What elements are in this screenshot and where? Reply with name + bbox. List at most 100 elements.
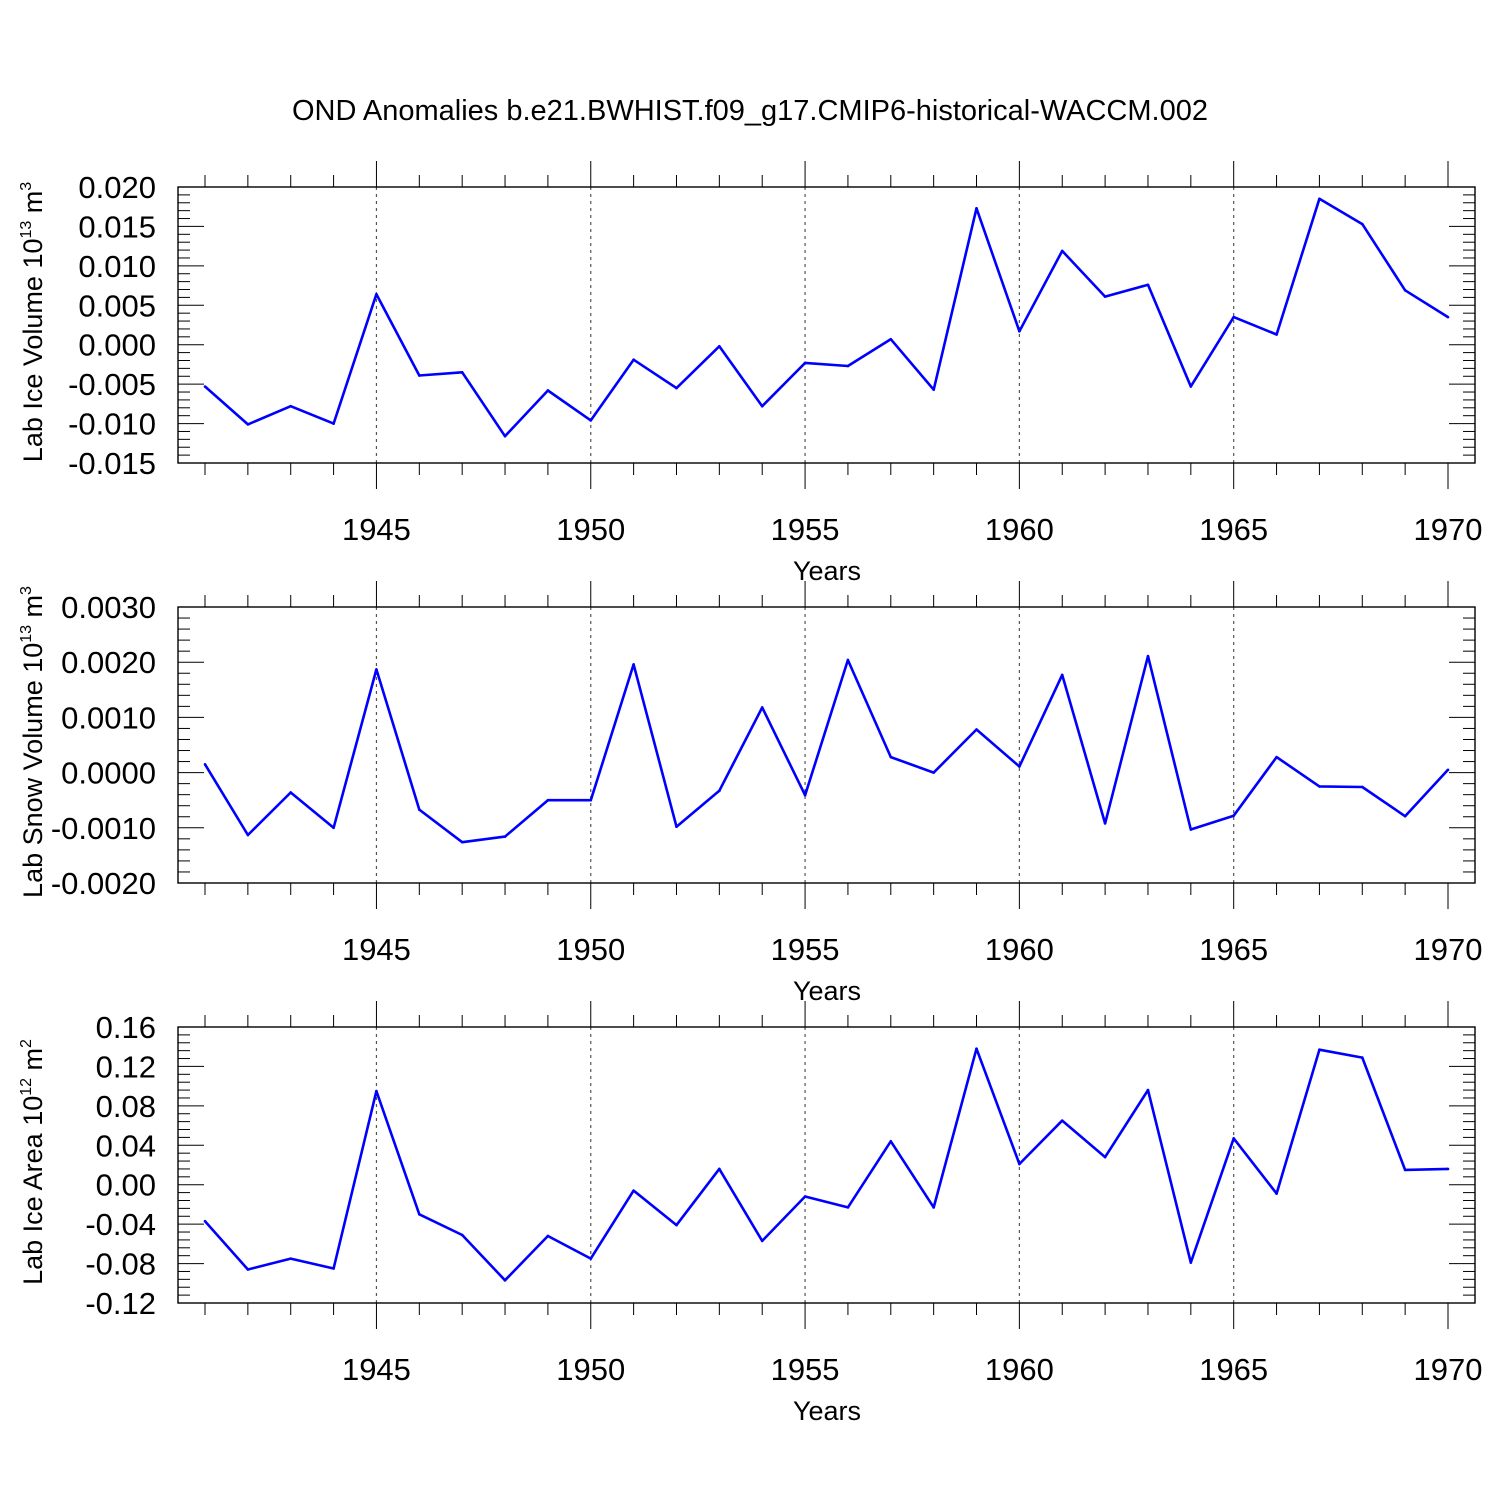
data-point bbox=[1232, 814, 1235, 817]
data-point bbox=[1360, 785, 1364, 789]
data-point bbox=[675, 825, 678, 828]
y-tick-label: 0.010 bbox=[78, 249, 156, 284]
data-point bbox=[1018, 765, 1021, 768]
data-point bbox=[632, 663, 635, 666]
data-point bbox=[418, 374, 421, 377]
data-point bbox=[803, 793, 807, 797]
data-point bbox=[760, 706, 764, 709]
x-tick-label: 1970 bbox=[1414, 1352, 1483, 1387]
data-point bbox=[589, 419, 593, 422]
data-point bbox=[1403, 814, 1407, 818]
data-point bbox=[503, 835, 507, 838]
data-point bbox=[332, 1267, 335, 1270]
data-point bbox=[460, 371, 464, 374]
x-tick-label: 1970 bbox=[1414, 512, 1483, 547]
panel-3: -0.12 -0.08 -0.04 0.00 0.04 0.08 0.12 0.16 1945 1… bbox=[18, 1001, 1482, 1426]
data-point bbox=[203, 1219, 207, 1223]
data-point bbox=[1318, 197, 1321, 201]
series-line bbox=[204, 197, 1449, 438]
y-tick-label: 0.08 bbox=[96, 1089, 156, 1124]
data-point bbox=[1018, 330, 1021, 333]
data-point bbox=[375, 292, 378, 296]
y-tick-label: -0.0010 bbox=[51, 811, 156, 846]
data-point bbox=[803, 361, 807, 365]
x-tick-label: 1950 bbox=[556, 512, 625, 547]
y-tick-label: -0.08 bbox=[85, 1247, 156, 1282]
plot-frame bbox=[177, 606, 1476, 884]
data-point bbox=[889, 755, 893, 759]
data-point bbox=[1446, 768, 1450, 772]
data-point bbox=[1446, 1167, 1450, 1171]
data-point bbox=[1232, 315, 1235, 319]
y-axis-label: Lab Snow Volume 1013 m3 bbox=[18, 586, 48, 898]
y-tick-label: 0.0020 bbox=[61, 645, 156, 680]
x-tick-label: 1945 bbox=[342, 512, 411, 547]
data-point bbox=[203, 763, 207, 766]
data-point bbox=[289, 791, 293, 794]
data-point bbox=[1146, 283, 1150, 287]
data-point bbox=[1060, 249, 1064, 253]
x-tick-label: 1965 bbox=[1199, 1352, 1268, 1387]
data-point bbox=[289, 1257, 293, 1260]
data-point bbox=[289, 404, 293, 408]
x-tick-label: 1950 bbox=[556, 932, 625, 967]
data-point bbox=[975, 728, 978, 731]
data-point bbox=[718, 344, 721, 348]
x-tick-label: 1955 bbox=[771, 932, 840, 967]
data-point bbox=[1360, 1056, 1364, 1059]
data-point bbox=[1275, 1192, 1278, 1195]
data-point bbox=[1103, 822, 1107, 825]
data-point bbox=[1103, 295, 1107, 298]
y-tick-label: 0.0000 bbox=[61, 756, 156, 791]
panel-1: -0.015 -0.010 -0.005 0.000 0.005 0.010 0.015 0.… bbox=[18, 161, 1482, 586]
data-point bbox=[546, 798, 550, 802]
data-point bbox=[460, 840, 464, 844]
data-point bbox=[589, 1257, 593, 1260]
data-point bbox=[632, 1189, 635, 1192]
data-point bbox=[1318, 785, 1321, 788]
data-point bbox=[846, 364, 850, 368]
y-tick-label: 0.015 bbox=[78, 209, 156, 244]
x-tick-label: 1945 bbox=[342, 932, 411, 967]
data-point bbox=[203, 385, 207, 388]
data-point bbox=[332, 826, 335, 830]
plot-frame bbox=[177, 1026, 1476, 1304]
data-point bbox=[1189, 385, 1193, 388]
data-point bbox=[932, 388, 935, 391]
x-tick-label: 1960 bbox=[985, 512, 1054, 547]
data-point bbox=[718, 789, 721, 793]
data-point bbox=[503, 434, 507, 438]
y-tick-label: -0.12 bbox=[85, 1286, 156, 1321]
y-tick-label: 0.020 bbox=[78, 170, 156, 205]
plot-frame bbox=[177, 186, 1476, 464]
x-tick-label: 1950 bbox=[556, 1352, 625, 1387]
data-point bbox=[932, 1206, 935, 1209]
data-point bbox=[546, 389, 550, 392]
x-tick-label: 1970 bbox=[1414, 932, 1483, 967]
data-point bbox=[1146, 1088, 1150, 1092]
data-point bbox=[1275, 755, 1278, 759]
data-point bbox=[332, 422, 335, 425]
series-line bbox=[203, 654, 1449, 844]
y-tick-label: -0.015 bbox=[68, 446, 156, 481]
data-point bbox=[675, 386, 678, 390]
x-tick-label: 1955 bbox=[771, 512, 840, 547]
data-point bbox=[246, 1268, 250, 1271]
data-point bbox=[632, 358, 635, 361]
data-point bbox=[718, 1167, 721, 1171]
data-point bbox=[1403, 1168, 1407, 1172]
data-point bbox=[760, 404, 764, 408]
data-point bbox=[460, 1233, 464, 1237]
data-point bbox=[1189, 1261, 1193, 1264]
y-tick-label: 0.000 bbox=[78, 328, 156, 363]
x-tick-label: 1960 bbox=[985, 932, 1054, 967]
x-tick-label: 1965 bbox=[1199, 932, 1268, 967]
y-tick-label: 0.04 bbox=[96, 1128, 156, 1163]
data-point bbox=[589, 798, 593, 802]
panel-2: -0.0020 -0.0010 0.0000 0.0010 0.0020 0.0030 19… bbox=[18, 581, 1482, 1006]
chart-title: OND Anomalies b.e21.BWHIST.f09_g17.CMIP6… bbox=[292, 95, 1208, 127]
data-point bbox=[375, 1089, 378, 1093]
data-point bbox=[1403, 289, 1407, 292]
x-tick-label: 1965 bbox=[1199, 512, 1268, 547]
